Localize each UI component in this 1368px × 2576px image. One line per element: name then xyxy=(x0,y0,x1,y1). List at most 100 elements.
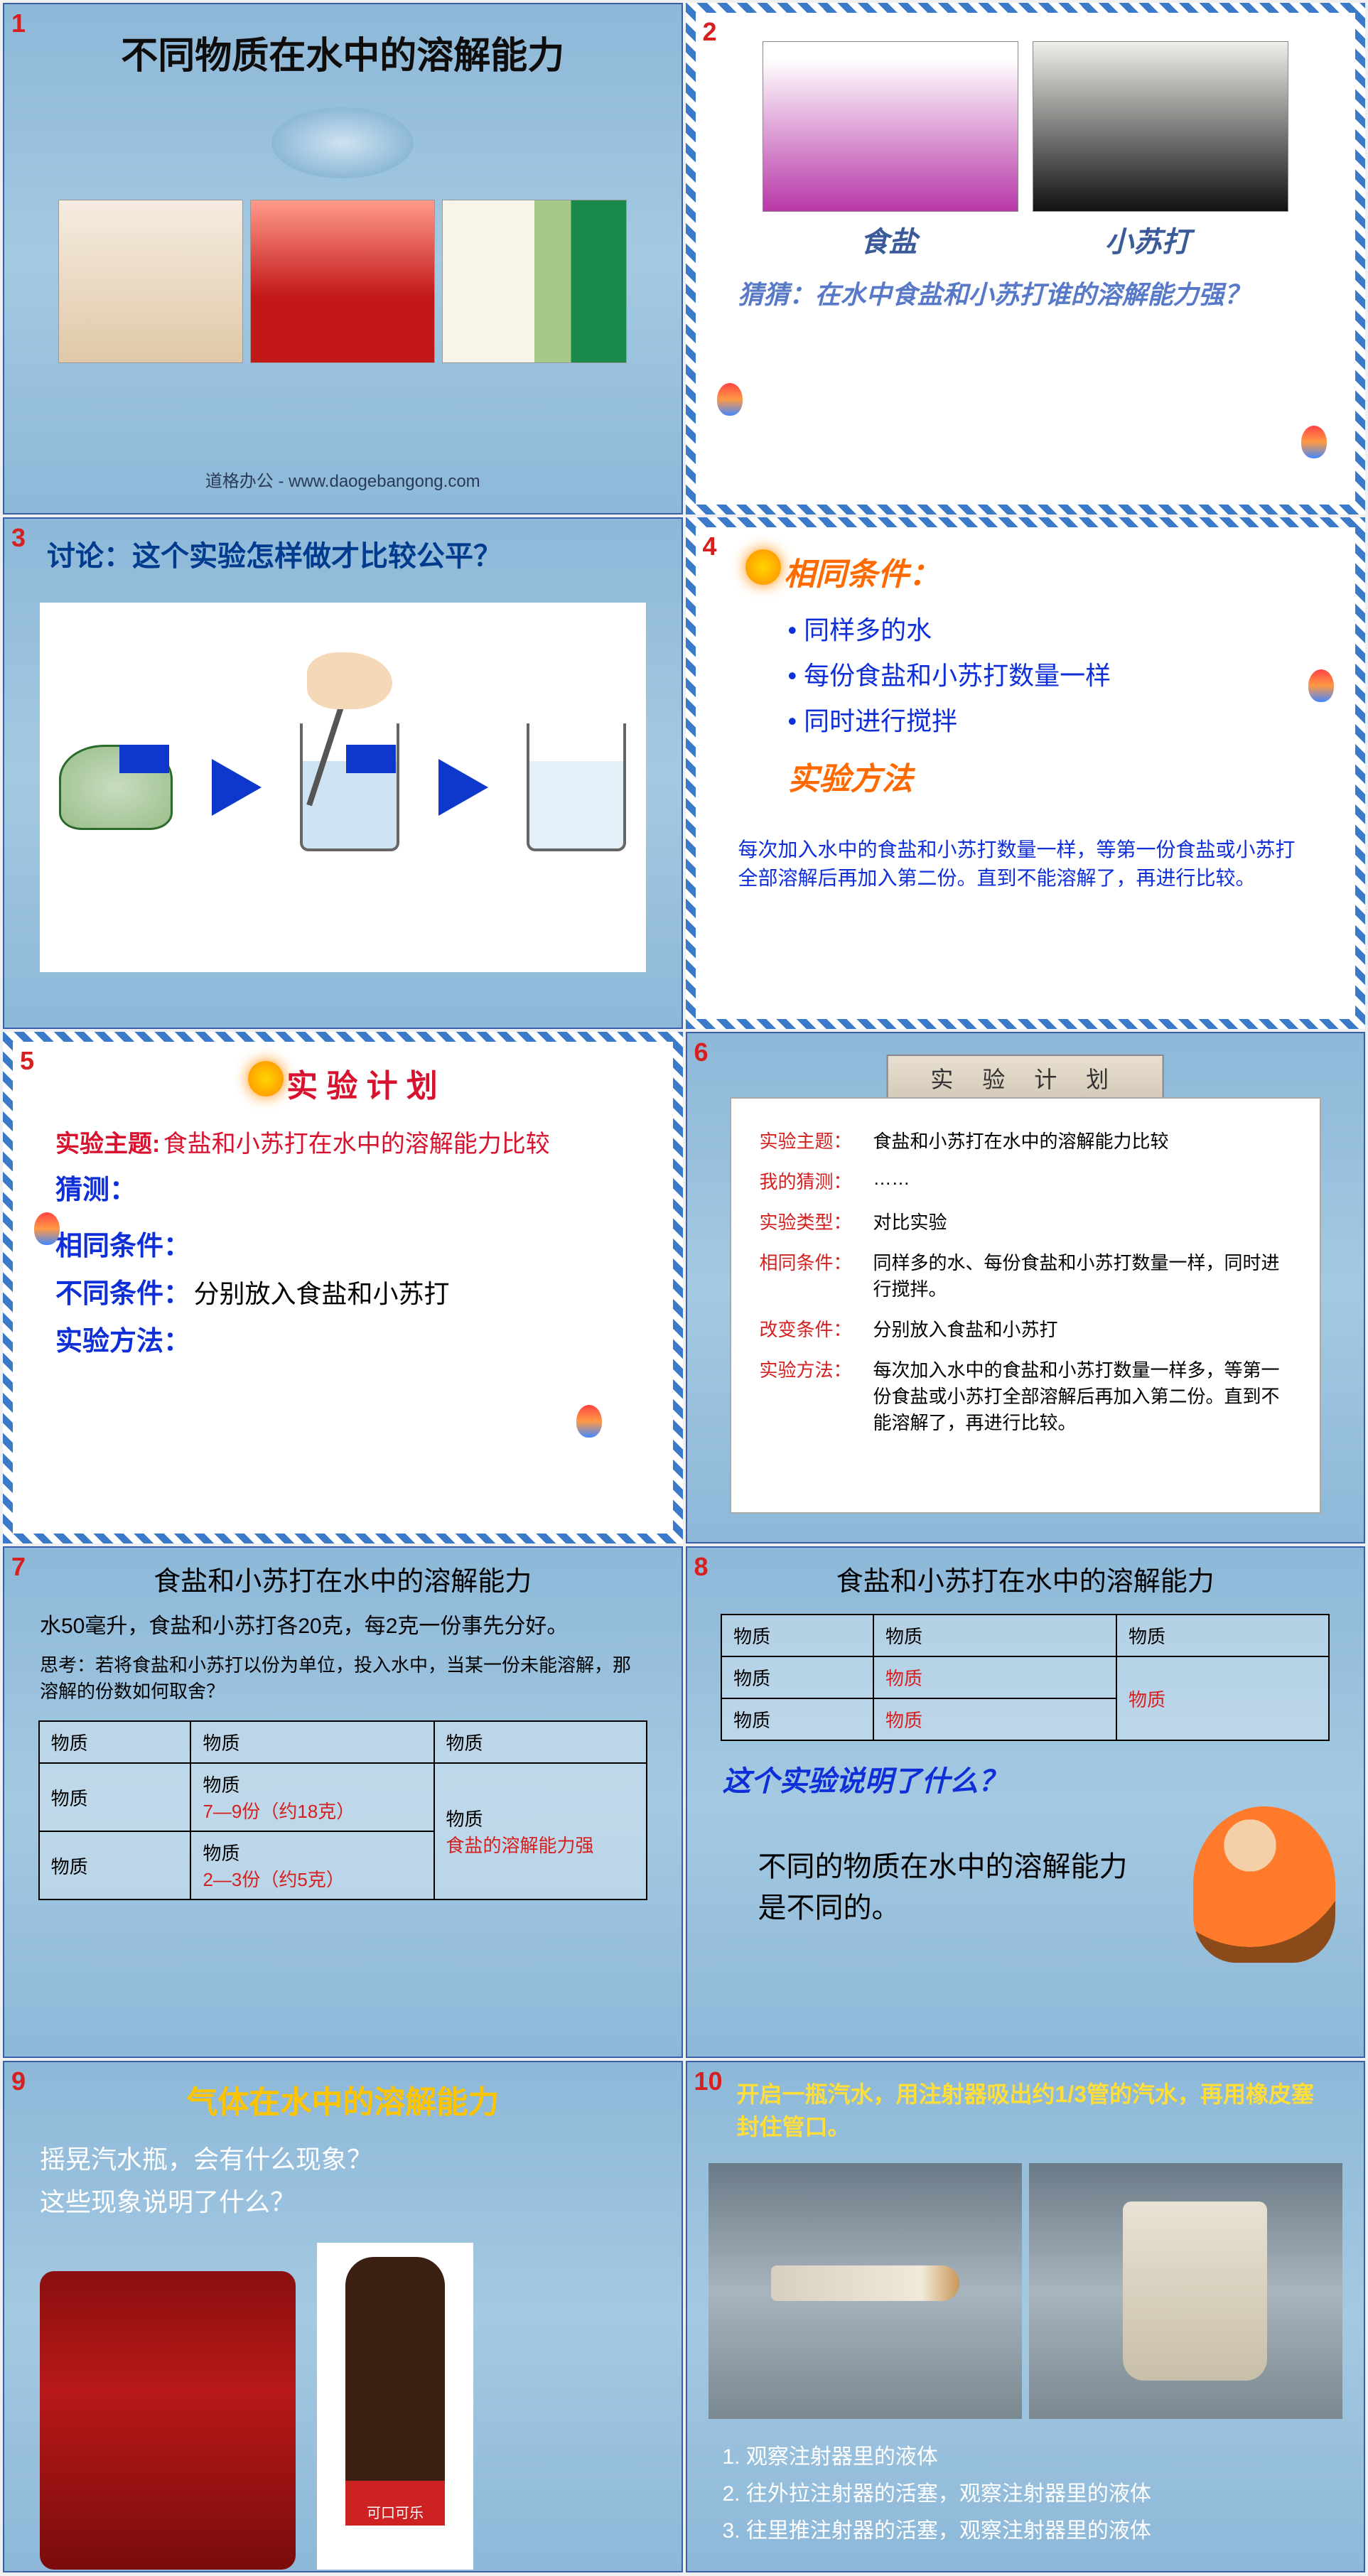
plan-title: 实 验 计 划 xyxy=(286,1069,438,1104)
cloud-icon xyxy=(1291,563,1334,591)
slide-number: 4 xyxy=(703,532,717,561)
cloud-icon xyxy=(1291,311,1334,340)
cond-item: • 同时进行搅拌 xyxy=(788,696,1306,742)
plan-key: 相同条件： xyxy=(760,1249,873,1301)
table-cell: 物质 xyxy=(39,1763,191,1831)
coke-bottle: 可口可乐 xyxy=(345,2257,445,2555)
syringe-vertical xyxy=(1123,2202,1267,2381)
photo-coke xyxy=(250,200,435,363)
slide7-title: 食盐和小苏打在水中的溶解能力 xyxy=(4,1548,682,1604)
slide-number: 6 xyxy=(694,1038,709,1067)
table-cell: 物质 xyxy=(1116,1615,1329,1656)
gas-q2: 这些现象说明了什么？ xyxy=(4,2179,682,2221)
table-cell: 物质 xyxy=(721,1615,873,1656)
table-cell: 物质食盐的溶解能力强 xyxy=(434,1763,647,1899)
slide7-desc: 水50毫升，食盐和小苏打各20克，每2克一份事先分好。 xyxy=(4,1604,682,1644)
step-item: 2. 往外拉注射器的活塞，观察注射器里的液体 xyxy=(701,2473,1350,2510)
syringe-shape xyxy=(771,2265,959,2301)
discussion-title: 讨论：这个实验怎样做才比较公平？ xyxy=(4,519,682,588)
ripple-graphic xyxy=(271,107,414,178)
balloon-icon xyxy=(717,383,743,416)
plan-key: 实验类型： xyxy=(760,1208,873,1234)
conclusion-q: 这个实验说明了什么？ xyxy=(687,1751,1364,1806)
diff-cond-label: 不同条件： xyxy=(55,1271,190,1317)
slide-10: 10 开启一瓶汽水，用注射器吸出约1/3管的汽水，再用橡皮塞封住管口。 1. 观… xyxy=(686,2061,1366,2572)
slide-7: 7 食盐和小苏打在水中的溶解能力 水50毫升，食盐和小苏打各20克，每2克一份事… xyxy=(3,1546,683,2058)
sun-icon xyxy=(248,1061,284,1096)
cloud-icon xyxy=(937,451,980,480)
balloon-icon xyxy=(1308,669,1334,702)
guess-question: 猜猜：在水中食盐和小苏打谁的溶解能力强？ xyxy=(696,260,1356,325)
table-cell: 物质 xyxy=(721,1656,873,1698)
plan-key: 我的猜测： xyxy=(760,1168,873,1194)
method-text: 每次加入水中的食盐和小苏打数量一样，等第一份食盐或小苏打全部溶解后再加入第二份。… xyxy=(696,820,1356,905)
arrow-icon xyxy=(438,759,488,816)
plan-val: 食盐和小苏打在水中的溶解能力比较 xyxy=(873,1127,1292,1153)
slide-8: 8 食盐和小苏打在水中的溶解能力 物质物质物质 物质物质物质 物质物质 这个实验… xyxy=(686,1546,1366,2058)
plan-key: 改变条件： xyxy=(760,1315,873,1342)
slide-1: 1 不同物质在水中的溶解能力 道格办公 - www.daogebangong.c… xyxy=(3,3,683,514)
cond-item: • 同样多的水 xyxy=(788,605,1306,651)
slide-2: 2 食盐 小苏打 猜猜：在水中食盐和小苏打谁的溶解能力强？ xyxy=(686,3,1366,514)
soda-label: 小苏打 xyxy=(1105,219,1190,260)
method-label: 实验方法： xyxy=(55,1310,630,1367)
sun-icon xyxy=(745,549,781,585)
cond-item: • 每份食盐和小苏打数量一样 xyxy=(788,651,1306,696)
table-cell: 物质 xyxy=(39,1721,191,1763)
table-cell: 物质 xyxy=(721,1698,873,1740)
syringe-photo-2 xyxy=(1029,2163,1342,2419)
photo-soda xyxy=(1033,41,1288,212)
slide-6: 6 实 验 计 划 实验主题：食盐和小苏打在水中的溶解能力比较 我的猜测：…… … xyxy=(686,1032,1366,1543)
plan-val: …… xyxy=(873,1168,1292,1194)
slide-number: 7 xyxy=(11,1552,26,1582)
plan-key: 实验方法： xyxy=(760,1356,873,1435)
subject-label: 实验主题: xyxy=(55,1131,160,1158)
gas-title: 气体在水中的溶解能力 xyxy=(4,2062,682,2136)
plan-val: 对比实验 xyxy=(873,1208,1292,1234)
syringe-title: 开启一瓶汽水，用注射器吸出约1/3管的汽水，再用橡皮塞封住管口。 xyxy=(687,2062,1364,2156)
subject-value: 食盐和小苏打在水中的溶解能力比较 xyxy=(163,1131,550,1158)
step-item: 1. 观察注射器里的液体 xyxy=(701,2436,1350,2473)
main-title: 不同物质在水中的溶解能力 xyxy=(4,4,682,100)
cloud-icon xyxy=(602,1255,645,1283)
salt-label: 食盐 xyxy=(861,219,917,260)
photo-salt xyxy=(763,41,1018,212)
photo-tea xyxy=(58,200,243,363)
slide-number: 1 xyxy=(11,9,26,38)
photo-strip xyxy=(4,185,682,377)
step-item: 3. 往里推注射器的活塞，观察注射器里的液体 xyxy=(701,2510,1350,2547)
slide-number: 3 xyxy=(11,523,26,553)
result-table: 物质物质物质 物质物质7—9份（约18克）物质食盐的溶解能力强 物质物质2—3份… xyxy=(38,1720,647,1900)
slide7-think: 思考：若将食盐和小苏打以份为单位，投入水中，当某一份未能溶解，那溶解的份数如何取… xyxy=(4,1644,682,1710)
slide-3: 3 讨论：这个实验怎样做才比较公平？ xyxy=(3,517,683,1029)
table-cell: 物质 xyxy=(39,1831,191,1899)
slide8-title: 食盐和小苏打在水中的溶解能力 xyxy=(687,1548,1364,1604)
diff-cond-value: 分别放入食盐和小苏打 xyxy=(193,1279,449,1308)
plan-val: 分别放入食盐和小苏打 xyxy=(873,1315,1292,1342)
footer: 道格办公 - www.daogebangong.com xyxy=(4,467,682,492)
plan-header: 实 验 计 划 xyxy=(886,1055,1164,1101)
table-cell: 物质 xyxy=(873,1615,1116,1656)
table-cell: 物质 xyxy=(873,1656,1116,1698)
arrow-icon xyxy=(212,759,262,816)
balloon-icon xyxy=(34,1212,60,1245)
slide-number: 2 xyxy=(703,17,717,47)
cloud-icon xyxy=(1291,952,1334,980)
slide-grid: 1 不同物质在水中的溶解能力 道格办公 - www.daogebangong.c… xyxy=(0,0,1368,2575)
plan-box: 实验主题：食盐和小苏打在水中的溶解能力比较 我的猜测：…… 实验类型：对比实验 … xyxy=(730,1097,1322,1514)
slide-number: 5 xyxy=(20,1046,34,1076)
gas-q1: 摇晃汽水瓶，会有什么现象？ xyxy=(4,2136,682,2179)
beaker-result xyxy=(527,723,626,851)
table-cell: 物质 xyxy=(873,1698,1116,1740)
balloon-icon xyxy=(576,1405,602,1438)
table-cell: 物质7—9份（约18克） xyxy=(190,1763,433,1831)
slide-number: 8 xyxy=(694,1552,709,1582)
cloud-icon xyxy=(717,959,760,987)
plan-val: 同样多的水、每份食盐和小苏打数量一样，同时进行搅拌。 xyxy=(873,1249,1292,1301)
brand-label: 可口可乐 xyxy=(345,2499,445,2525)
balloon-icon xyxy=(1301,426,1327,458)
same-cond-label: 相同条件： xyxy=(55,1215,630,1271)
coke-can-photo xyxy=(40,2271,296,2570)
table-cell: 物质 xyxy=(190,1721,433,1763)
conclusion-a: 不同的物质在水中的溶解能力是不同的。 xyxy=(716,1838,1194,1931)
